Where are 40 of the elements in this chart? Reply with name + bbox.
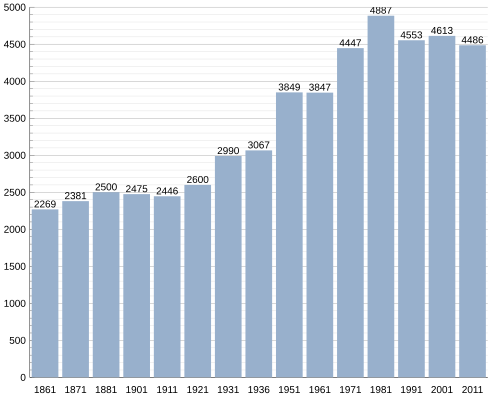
x-tick-label: 1991 — [401, 386, 422, 394]
x-tick-label: 1881 — [96, 386, 117, 394]
y-tick-label: 3500 — [4, 114, 26, 122]
data-label: 2269 — [34, 200, 56, 208]
x-tick-label: 1981 — [370, 386, 392, 394]
data-label: 4613 — [431, 27, 453, 34]
x-tick-label: 1871 — [65, 386, 86, 394]
x-tick-label: 1936 — [248, 386, 270, 394]
data-label: 2446 — [156, 187, 178, 195]
data-label: 3067 — [248, 141, 270, 149]
data-label: 4447 — [340, 40, 361, 46]
data-label: 3847 — [309, 84, 330, 91]
x-tick-label: 1901 — [126, 386, 148, 394]
data-label: 2500 — [96, 183, 117, 191]
data-label: 3849 — [278, 84, 300, 91]
x-tick-label: 2001 — [431, 386, 453, 394]
y-tick-label: 5000 — [4, 4, 26, 11]
y-tick-label: 2000 — [4, 226, 26, 233]
x-tick-label: 2011 — [462, 386, 483, 394]
y-tick-label: 2500 — [4, 188, 26, 196]
data-label: 2475 — [126, 185, 148, 192]
x-tick-label: 1971 — [340, 386, 361, 394]
data-label: 2990 — [218, 147, 239, 154]
x-tick-label: 1911 — [157, 386, 178, 394]
y-tick-label: 1500 — [4, 262, 26, 270]
data-label: 4486 — [462, 36, 484, 44]
data-label: 2600 — [187, 176, 208, 184]
data-label: 2381 — [65, 192, 86, 200]
y-tick-label: 3000 — [4, 152, 26, 159]
y-tick-label: 500 — [10, 336, 26, 344]
y-tick-label: 0 — [20, 374, 26, 382]
x-tick-label: 1931 — [218, 386, 239, 394]
x-tick-label: 1861 — [34, 386, 56, 394]
data-label: 4553 — [400, 31, 422, 39]
y-tick-label: 4500 — [4, 40, 26, 48]
x-tick-label: 1921 — [187, 386, 208, 394]
x-tick-label: 1961 — [310, 386, 330, 394]
y-tick-label: 4000 — [4, 78, 26, 85]
y-tick-label: 1000 — [4, 300, 26, 308]
x-tick-label: 1951 — [278, 386, 300, 394]
